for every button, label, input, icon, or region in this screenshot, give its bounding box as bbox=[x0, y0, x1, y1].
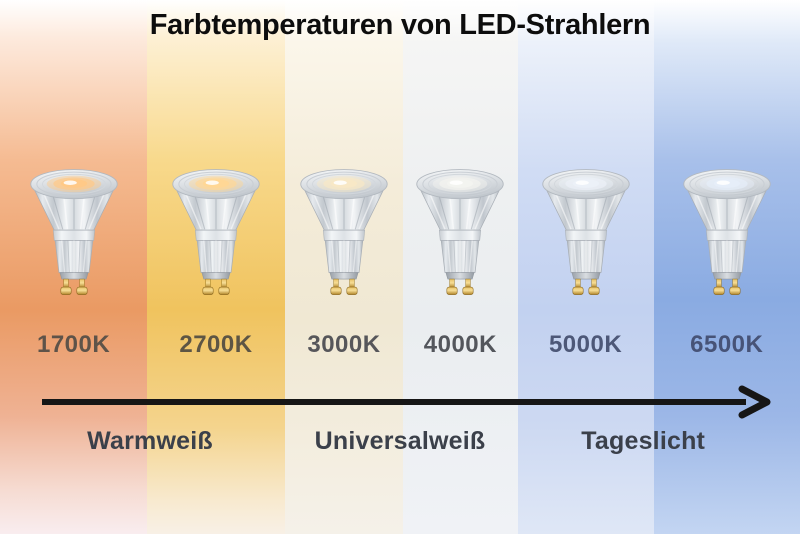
led-bulb-image bbox=[539, 167, 633, 299]
kelvin-label: 1700K bbox=[36, 331, 111, 358]
led-bulb-image bbox=[413, 167, 507, 299]
arrow-head-icon bbox=[738, 385, 771, 419]
kelvin-label: 6500K bbox=[690, 331, 764, 358]
gu10-led-bulb-icon bbox=[683, 169, 771, 295]
kelvin-label: 2700K bbox=[179, 331, 253, 358]
temperature-scale-arrow bbox=[42, 385, 771, 419]
led-bulb-image bbox=[680, 167, 774, 299]
white-tone-label: Tageslicht bbox=[581, 427, 706, 455]
page-title: Farbtemperaturen von LED-Strahlern bbox=[149, 9, 651, 41]
gu10-led-bulb-icon bbox=[541, 169, 630, 295]
temperature-column: 2700K bbox=[147, 0, 285, 534]
temperature-column: 3000K bbox=[284, 0, 404, 534]
white-tone-label: Warmweiß bbox=[87, 427, 213, 455]
gu10-led-bulb-icon bbox=[300, 169, 388, 295]
temperature-column: 4000K bbox=[403, 0, 518, 534]
led-bulb-image bbox=[27, 167, 121, 299]
white-tone-range-labels: Warmweiß Universalweiß Tageslicht bbox=[0, 427, 800, 467]
kelvin-label: 4000K bbox=[423, 331, 497, 358]
temperature-column: 6500K bbox=[653, 0, 800, 534]
led-bulb-image bbox=[297, 167, 391, 299]
temperature-column: 1700K bbox=[0, 0, 148, 534]
gu10-led-bulb-icon bbox=[29, 169, 118, 295]
gu10-led-bulb-icon bbox=[172, 169, 260, 295]
kelvin-label: 3000K bbox=[307, 331, 381, 358]
gu10-led-bulb-icon bbox=[416, 169, 505, 295]
temperature-column: 5000K bbox=[517, 0, 654, 534]
led-bulb-image bbox=[169, 167, 263, 299]
kelvin-label: 5000K bbox=[548, 331, 623, 358]
white-tone-label: Universalweiß bbox=[314, 427, 486, 455]
